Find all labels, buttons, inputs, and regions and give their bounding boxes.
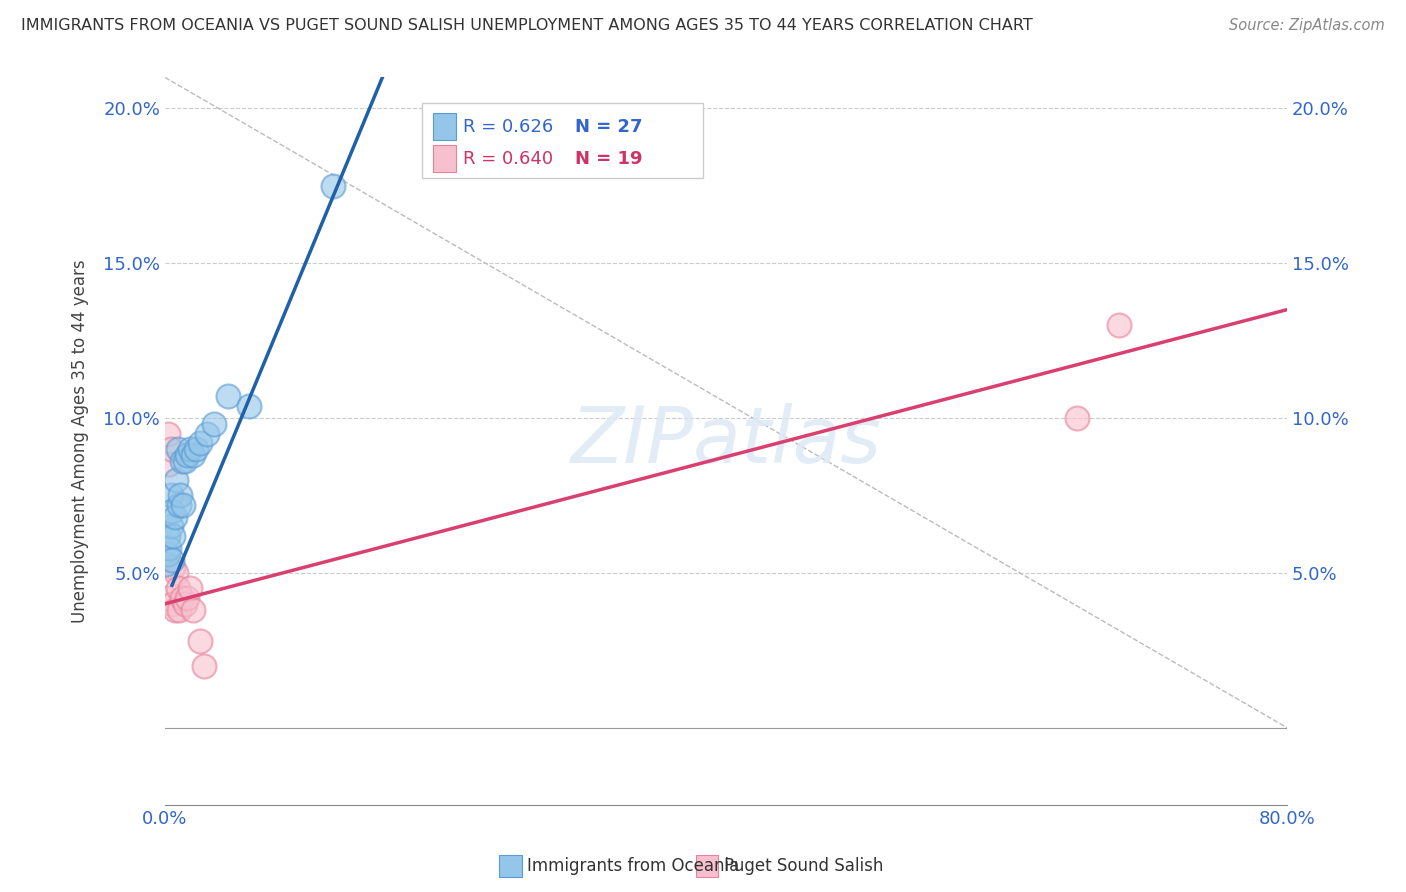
Text: IMMIGRANTS FROM OCEANIA VS PUGET SOUND SALISH UNEMPLOYMENT AMONG AGES 35 TO 44 Y: IMMIGRANTS FROM OCEANIA VS PUGET SOUND S… — [21, 18, 1033, 33]
Point — [166, 442, 188, 456]
Point — [184, 442, 207, 456]
Point — [165, 566, 187, 580]
Point — [172, 498, 194, 512]
Point — [1108, 318, 1130, 333]
Point — [181, 603, 204, 617]
Point — [159, 488, 181, 502]
Point — [193, 658, 215, 673]
Point — [155, 557, 177, 571]
Point — [179, 582, 201, 596]
Text: ZIPatlas: ZIPatlas — [571, 403, 882, 479]
Point — [1066, 411, 1088, 425]
Point — [322, 178, 344, 193]
Point — [157, 541, 180, 555]
Text: R = 0.626: R = 0.626 — [463, 118, 553, 136]
Point — [170, 454, 193, 468]
Point — [159, 442, 181, 456]
Text: N = 19: N = 19 — [575, 150, 643, 168]
Point — [188, 435, 211, 450]
Point — [217, 389, 239, 403]
Point — [156, 426, 179, 441]
Point — [160, 597, 183, 611]
Point — [160, 504, 183, 518]
Point — [162, 559, 184, 574]
Point — [176, 448, 198, 462]
Point — [163, 603, 186, 617]
Point — [167, 498, 190, 512]
Point — [188, 634, 211, 648]
Point — [179, 442, 201, 456]
Point — [169, 488, 191, 502]
Text: N = 27: N = 27 — [575, 118, 643, 136]
Point — [162, 529, 184, 543]
Point — [181, 448, 204, 462]
Point — [173, 597, 195, 611]
Point — [238, 399, 260, 413]
Y-axis label: Unemployment Among Ages 35 to 44 years: Unemployment Among Ages 35 to 44 years — [72, 260, 89, 624]
Text: Immigrants from Oceania: Immigrants from Oceania — [527, 857, 740, 875]
Point — [167, 603, 190, 617]
Point — [170, 591, 193, 605]
Point — [155, 591, 177, 605]
Text: Puget Sound Salish: Puget Sound Salish — [724, 857, 883, 875]
Point — [195, 426, 218, 441]
Point — [173, 454, 195, 468]
Point — [176, 591, 198, 605]
Point — [157, 458, 180, 472]
Point — [166, 582, 188, 596]
Point — [156, 529, 179, 543]
Point — [159, 519, 181, 533]
Text: R = 0.640: R = 0.640 — [463, 150, 553, 168]
Point — [160, 553, 183, 567]
Point — [165, 473, 187, 487]
Text: Source: ZipAtlas.com: Source: ZipAtlas.com — [1229, 18, 1385, 33]
Point — [156, 547, 179, 561]
Point — [163, 510, 186, 524]
Point — [202, 417, 225, 432]
